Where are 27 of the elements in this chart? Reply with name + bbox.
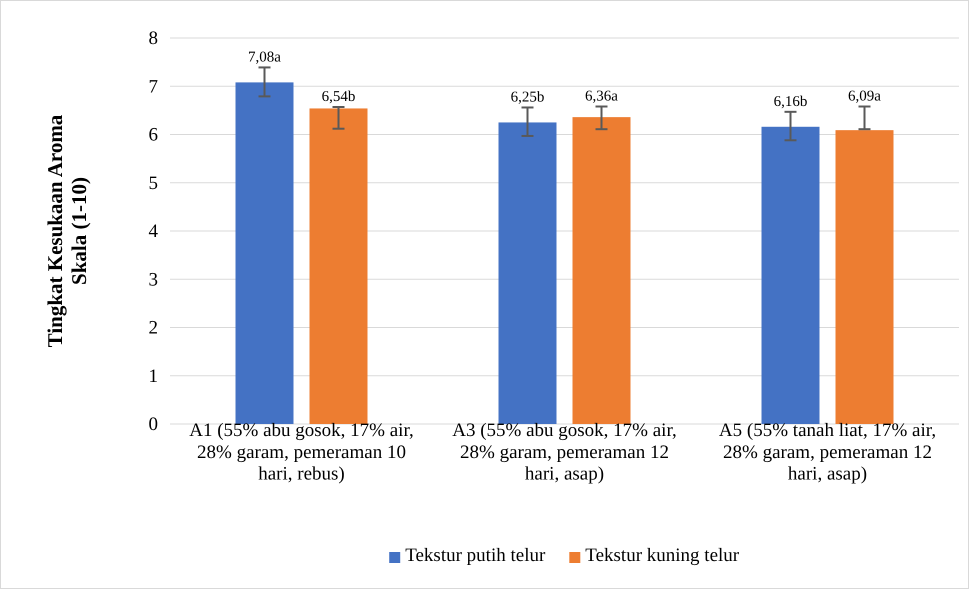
- y-tick-label: 2: [148, 318, 158, 339]
- bar: [762, 126, 820, 424]
- y-tick-label: 4: [148, 221, 158, 242]
- y-tick-label: 5: [148, 172, 158, 194]
- bar: [236, 82, 294, 424]
- x-tick-label: A3 (55% abu gosok, 17% air, 28% garam, pemeraman 12 hari, asap): [452, 420, 677, 485]
- x-tick-label: A5 (55% tanah liat, 17% air, 28% garam, pemeraman 12 hari, asap): [718, 420, 936, 485]
- y-tick-label: 1: [148, 366, 158, 387]
- data-label: 6,16b: [774, 94, 808, 110]
- data-label: 6,09a: [848, 88, 882, 105]
- bar: [498, 122, 556, 424]
- y-tick-label: 7: [148, 76, 158, 98]
- bar: [310, 108, 368, 424]
- legend-label: Tekstur kuning telur: [585, 545, 740, 566]
- bar: [836, 130, 894, 424]
- x-tick-label: A1 (55% abu gosok, 17% air, 28% garam, pemeraman 10 hari, rebus): [189, 420, 414, 485]
- data-label: 6,36a: [585, 88, 618, 105]
- y-tick-label: 6: [148, 124, 158, 146]
- y-tick-label: 3: [148, 269, 158, 290]
- data-label: 7,08a: [248, 49, 282, 66]
- bar: [572, 117, 630, 424]
- y-tick-label: 8: [148, 28, 158, 50]
- data-label: 6,25b: [510, 89, 544, 106]
- legend-label: Tekstur putih telur: [405, 545, 546, 566]
- y-axis-title: Tingkat Kesukaan Aroma Skala (1-10): [43, 114, 92, 348]
- y-tick-label: 0: [148, 414, 158, 436]
- data-label: 6,54b: [322, 88, 356, 105]
